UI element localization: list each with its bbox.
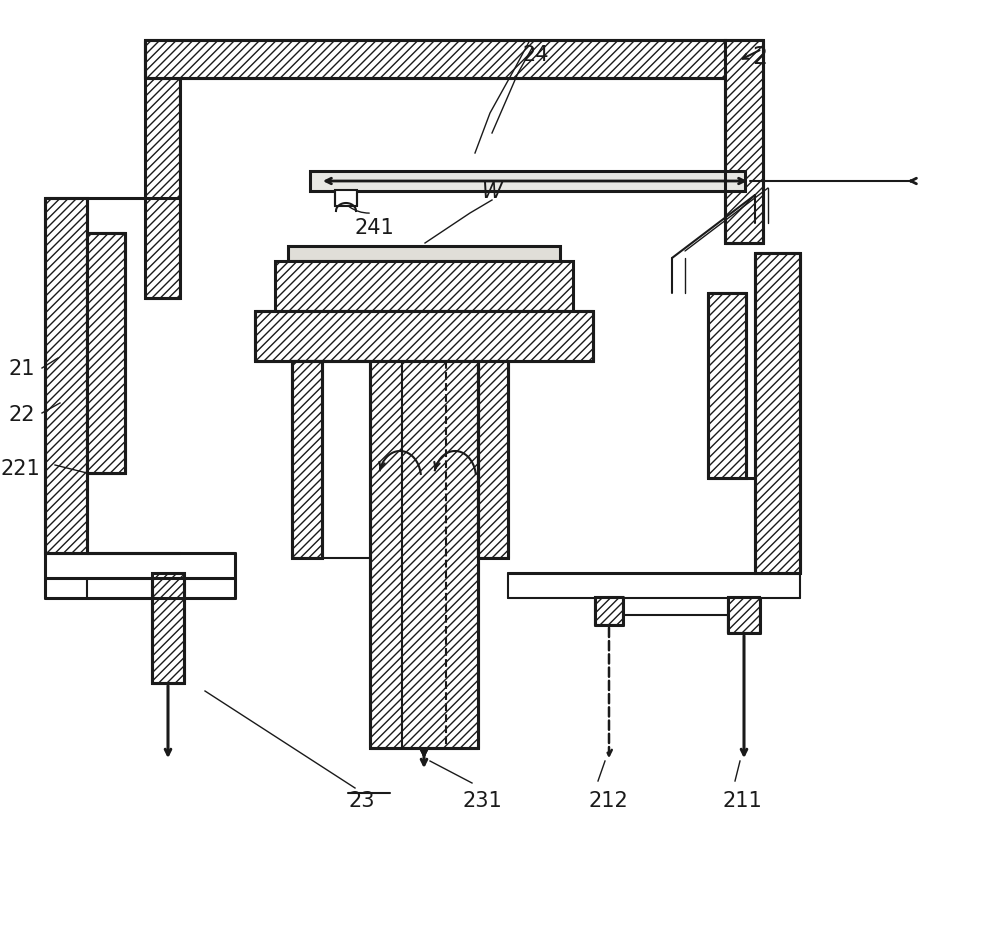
Bar xyxy=(595,597,623,625)
Text: W: W xyxy=(482,182,503,202)
Bar xyxy=(87,233,125,473)
Text: 22: 22 xyxy=(8,405,34,425)
Text: 211: 211 xyxy=(722,791,762,811)
Bar xyxy=(310,171,745,191)
Bar xyxy=(755,253,800,573)
Bar xyxy=(728,597,760,633)
Bar xyxy=(145,43,180,298)
Bar xyxy=(152,573,184,683)
Bar xyxy=(478,361,508,558)
Text: 241: 241 xyxy=(355,218,395,238)
Text: 24: 24 xyxy=(522,45,548,65)
Bar xyxy=(370,361,478,748)
Text: 21: 21 xyxy=(8,359,34,379)
Bar xyxy=(288,246,560,261)
Bar xyxy=(725,40,763,243)
Bar xyxy=(45,198,87,553)
Text: 212: 212 xyxy=(588,791,628,811)
Text: 23: 23 xyxy=(348,791,374,811)
Bar xyxy=(708,293,746,478)
Bar xyxy=(145,40,725,78)
Text: 221: 221 xyxy=(0,459,40,479)
Text: 231: 231 xyxy=(462,791,502,811)
Bar xyxy=(292,361,322,558)
Bar xyxy=(335,190,357,206)
Bar xyxy=(275,261,573,311)
Bar xyxy=(255,311,593,361)
Text: 2: 2 xyxy=(752,45,767,69)
